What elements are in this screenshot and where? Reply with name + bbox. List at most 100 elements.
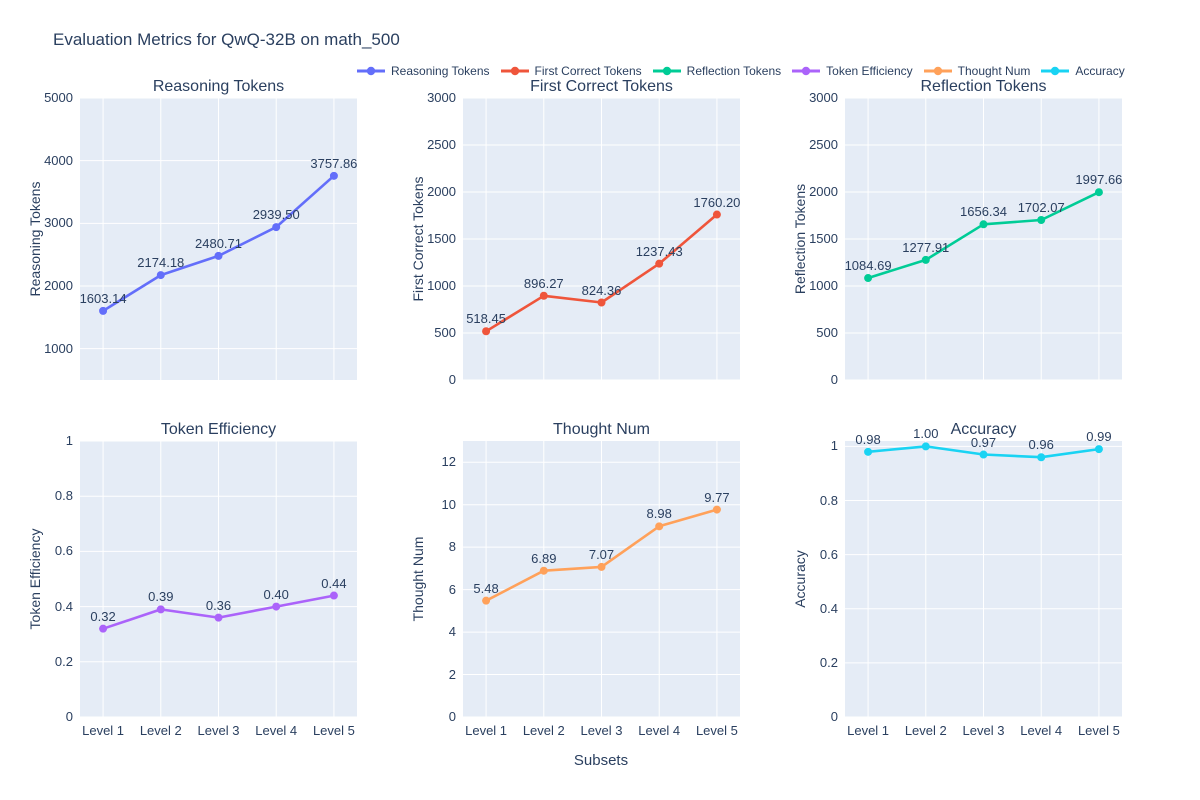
x-tick-label-level-5: Level 5 bbox=[695, 723, 738, 738]
data-point-label: 824.36 bbox=[581, 282, 622, 298]
legend-line-marker-icon bbox=[357, 66, 385, 76]
legend-label: Reflection Tokens bbox=[686, 64, 782, 78]
x-tick-label-level-2: Level 2 bbox=[522, 723, 565, 738]
data-point-reflection-tokens-level-1[interactable] bbox=[864, 274, 873, 283]
y-tick-label: 10 bbox=[441, 496, 456, 512]
data-point-reflection-tokens-level-3[interactable] bbox=[979, 220, 988, 229]
y-tick-label: 2000 bbox=[44, 278, 73, 293]
y-tick-label: 6 bbox=[448, 581, 456, 597]
data-point-reflection-tokens-level-4[interactable] bbox=[1037, 216, 1046, 225]
plot-panel-reflection-tokens[interactable] bbox=[845, 98, 1122, 380]
data-point-first-correct-tokens-level-3[interactable] bbox=[597, 298, 606, 307]
data-point-reasoning-tokens-level-1[interactable] bbox=[99, 306, 108, 315]
x-tick-label-level-1: Level 1 bbox=[465, 723, 508, 738]
legend-item-thought-num[interactable]: Thought Num bbox=[923, 64, 1031, 78]
data-point-thought-num-level-5[interactable] bbox=[712, 505, 721, 514]
data-point-accuracy-level-5[interactable] bbox=[1094, 445, 1103, 454]
data-point-thought-num-level-2[interactable] bbox=[539, 566, 548, 575]
x-tick-label-level-4: Level 4 bbox=[255, 723, 298, 738]
y-tick-label: 3000 bbox=[427, 90, 456, 105]
plot-panel-thought-num[interactable] bbox=[463, 441, 740, 717]
data-point-reasoning-tokens-level-3[interactable] bbox=[214, 251, 223, 260]
y-tick-label: 0 bbox=[448, 709, 456, 724]
x-tick-label-level-4: Level 4 bbox=[638, 723, 681, 738]
data-point-accuracy-level-3[interactable] bbox=[979, 450, 988, 459]
data-point-first-correct-tokens-level-4[interactable] bbox=[655, 259, 664, 268]
data-point-reasoning-tokens-level-4[interactable] bbox=[272, 223, 281, 232]
y-tick-label: 500 bbox=[434, 325, 456, 340]
subplot-title-thought-num: Thought Num bbox=[553, 421, 650, 438]
y-tick-label: 1 bbox=[65, 433, 73, 448]
data-point-thought-num-level-1[interactable] bbox=[482, 596, 491, 605]
subplot-title-reasoning-tokens: Reasoning Tokens bbox=[152, 78, 285, 95]
y-tick-label: 5000 bbox=[44, 90, 73, 105]
y-tick-label: 1000 bbox=[427, 278, 456, 293]
data-point-reasoning-tokens-level-5[interactable] bbox=[329, 171, 338, 180]
y-tick-label: 2500 bbox=[427, 137, 456, 152]
data-point-token-efficiency-level-4[interactable] bbox=[272, 602, 281, 611]
x-axis-title: Subsets bbox=[573, 752, 629, 769]
data-point-accuracy-level-2[interactable] bbox=[921, 442, 930, 451]
y-tick-label: 1500 bbox=[427, 231, 456, 246]
legend-item-token-efficiency[interactable]: Token Efficiency bbox=[792, 64, 913, 78]
data-point-token-efficiency-level-2[interactable] bbox=[156, 605, 165, 614]
data-point-thought-num-level-3[interactable] bbox=[597, 562, 606, 571]
data-point-reflection-tokens-level-5[interactable] bbox=[1094, 188, 1103, 197]
data-point-label: 518.45 bbox=[466, 311, 506, 327]
plot-panel-accuracy[interactable] bbox=[845, 441, 1122, 717]
y-tick-label: 8 bbox=[448, 539, 456, 555]
x-tick-label-level-2: Level 2 bbox=[139, 723, 182, 738]
data-point-label: 0.39 bbox=[148, 589, 174, 605]
data-point-first-correct-tokens-level-2[interactable] bbox=[539, 291, 548, 300]
y-tick-label: 0.8 bbox=[819, 492, 838, 508]
y-tick-label: 2 bbox=[448, 666, 456, 682]
data-point-label: 0.44 bbox=[321, 575, 347, 591]
data-point-token-efficiency-level-3[interactable] bbox=[214, 613, 223, 622]
data-point-label: 1702.07 bbox=[1017, 200, 1065, 215]
legend-item-reasoning-tokens[interactable]: Reasoning Tokens bbox=[357, 64, 490, 78]
data-point-token-efficiency-level-5[interactable] bbox=[329, 591, 338, 600]
legend-label: Thought Num bbox=[957, 64, 1031, 78]
legend-line-marker-icon bbox=[652, 66, 681, 76]
data-point-label: 2480.71 bbox=[195, 235, 242, 251]
legend-label: Reasoning Tokens bbox=[391, 64, 490, 78]
data-point-label: 5.48 bbox=[473, 580, 499, 596]
data-point-thought-num-level-4[interactable] bbox=[655, 522, 664, 531]
data-point-label: 1656.34 bbox=[960, 204, 1007, 220]
legend-item-accuracy[interactable]: Accuracy bbox=[1041, 64, 1125, 78]
y-tick-label: 1000 bbox=[44, 340, 73, 356]
x-tick-label-level-3: Level 3 bbox=[197, 723, 240, 738]
y-tick-label: 0.8 bbox=[54, 488, 73, 504]
y-axis-title-accuracy: Accuracy bbox=[792, 550, 808, 608]
data-point-label: 1760.20 bbox=[693, 194, 741, 210]
figure-title: Evaluation Metrics for QwQ-32B on math_5… bbox=[53, 30, 400, 49]
legend-line-marker-icon bbox=[1041, 66, 1070, 76]
data-point-label: 0.97 bbox=[970, 434, 997, 450]
data-point-label: 1997.66 bbox=[1075, 172, 1123, 188]
data-point-reasoning-tokens-level-2[interactable] bbox=[156, 271, 165, 280]
y-tick-label: 0.2 bbox=[819, 654, 838, 670]
data-point-reflection-tokens-level-2[interactable] bbox=[921, 255, 930, 264]
data-point-first-correct-tokens-level-5[interactable] bbox=[712, 210, 721, 219]
data-point-label: 1084.69 bbox=[844, 258, 892, 274]
data-point-label: 0.99 bbox=[1086, 429, 1112, 445]
plot-panel-first-correct-tokens[interactable] bbox=[463, 98, 740, 380]
subplot-title-reflection-tokens: Reflection Tokens bbox=[920, 78, 1047, 95]
y-tick-label: 0 bbox=[448, 372, 456, 387]
legend-line-marker-icon bbox=[500, 66, 529, 76]
data-point-first-correct-tokens-level-1[interactable] bbox=[482, 327, 491, 336]
x-tick-label-level-3: Level 3 bbox=[962, 723, 1005, 738]
legend-label: Token Efficiency bbox=[826, 64, 913, 78]
plot-panel-reasoning-tokens[interactable] bbox=[80, 98, 357, 380]
plot-panel-token-efficiency[interactable] bbox=[80, 441, 357, 717]
x-tick-label-level-1: Level 1 bbox=[82, 723, 125, 738]
x-tick-label-level-3: Level 3 bbox=[580, 723, 623, 738]
y-tick-label: 3000 bbox=[809, 90, 838, 105]
data-point-accuracy-level-4[interactable] bbox=[1037, 453, 1046, 462]
data-point-accuracy-level-1[interactable] bbox=[864, 447, 873, 456]
y-tick-label: 4000 bbox=[44, 152, 73, 168]
data-point-token-efficiency-level-1[interactable] bbox=[99, 624, 108, 633]
legend-item-reflection-tokens[interactable]: Reflection Tokens bbox=[652, 64, 782, 78]
legend-item-first-correct-tokens[interactable]: First Correct Tokens bbox=[500, 64, 642, 78]
subplot-title-accuracy: Accuracy bbox=[950, 421, 1017, 438]
